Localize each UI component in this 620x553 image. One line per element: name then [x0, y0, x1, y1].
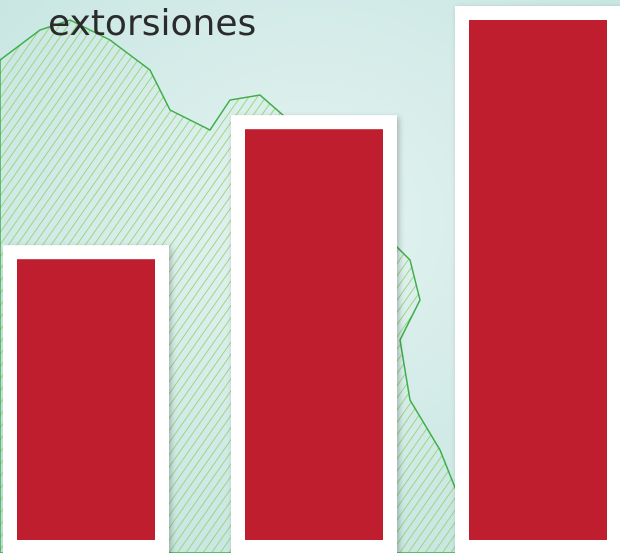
chart-title: extorsiones [48, 3, 256, 44]
bar [245, 129, 383, 540]
bar [17, 259, 155, 540]
bars [3, 6, 620, 553]
bar [469, 20, 607, 540]
